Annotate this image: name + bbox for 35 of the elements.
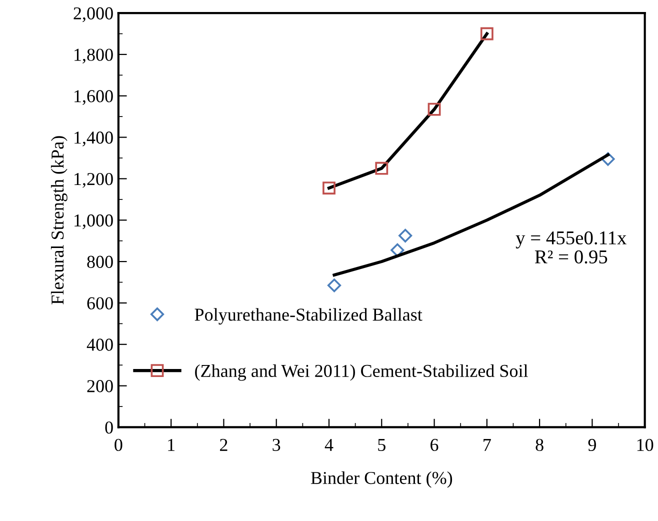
x-tick-label: 1 [168,438,175,451]
y-tick-label: 2,000 [74,7,113,22]
point [390,243,404,257]
x-tick-label: 2 [220,438,228,451]
x-tick-label: 4 [324,438,334,451]
point [601,152,615,166]
x-tick-label: 10 [637,438,654,452]
point [322,182,336,194]
y-tick-label: 1,600 [74,90,113,105]
point [327,278,342,292]
x-tick-label: 6 [430,438,438,452]
x-tick-label: 5 [378,439,386,452]
y-tick-label: 200 [87,380,113,392]
y-tick-label: 1,400 [74,132,113,146]
x-tick-label: 8 [536,438,544,452]
y-axis-title: Flexural Strength (kPa) [50,136,68,304]
point [398,228,412,242]
y-tick-label: 1,800 [74,48,113,64]
y-tick-label: 400 [86,338,113,351]
point [375,162,388,175]
x-tick-label: 9 [588,438,596,452]
x-tick-label: 0 [114,438,122,452]
y-tick-label: 1,200 [74,172,113,188]
y-tick-label: 1,000 [74,214,113,230]
y-tick-label: 0 [105,421,113,434]
annotation: y = 455e0.11x R² = 0.95 [516,231,627,264]
y-tick-label: 800 [87,256,113,268]
point [428,102,441,116]
point [480,27,494,40]
legend-label: Polyurethane-Stabilized Ballast [194,308,422,325]
x-tick-label: 3 [272,438,280,452]
y-tick-label: 600 [87,297,113,310]
x-tick-label: 7 [484,439,491,451]
legend-label: (Zhang and Wei 2011) Cement-Stabilized Soil [195,364,528,381]
x-axis-title: Binder Content (%) [310,471,452,488]
